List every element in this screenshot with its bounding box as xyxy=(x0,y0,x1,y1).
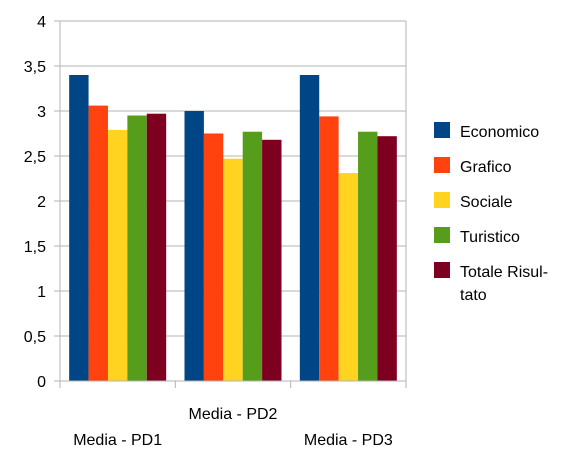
y-tick-label: 0 xyxy=(37,374,46,391)
x-category-label: Media - PD1 xyxy=(73,432,162,449)
legend-label: Turistico xyxy=(460,229,520,246)
bar xyxy=(88,105,108,381)
x-category-label: Media - PD2 xyxy=(189,406,278,423)
y-tick-label: 2 xyxy=(37,194,46,211)
x-category-labels: Media - PD1 Media - PD2 Media - PD3 xyxy=(73,406,393,449)
bar xyxy=(184,111,204,381)
legend: Economico Grafico Sociale Turistico Totale R… xyxy=(434,122,548,304)
legend-swatch xyxy=(434,192,450,208)
bar xyxy=(262,139,282,381)
y-tick-label: 1,5 xyxy=(24,239,46,256)
bar xyxy=(127,115,147,381)
bar xyxy=(242,131,263,381)
y-tick-label: 3,5 xyxy=(24,59,46,76)
bar xyxy=(69,75,89,381)
y-tick-labels: 0 0,5 1 1,5 2 2,5 3 3,5 4 xyxy=(24,14,46,391)
legend-swatch xyxy=(434,262,450,278)
legend-label: Economico xyxy=(460,124,539,141)
bar xyxy=(319,116,339,382)
bars xyxy=(69,75,397,382)
legend-label: Totale Risul-tato xyxy=(460,264,548,304)
bar xyxy=(338,173,359,381)
y-tick-label: 0,5 xyxy=(24,329,46,346)
x-category-label: Media - PD3 xyxy=(304,432,393,449)
y-tick-label: 1 xyxy=(37,284,46,301)
legend-label: Grafico xyxy=(460,159,512,176)
bar xyxy=(203,133,224,381)
legend-swatch xyxy=(434,157,450,173)
legend-label: Sociale xyxy=(460,194,513,211)
legend-swatch xyxy=(434,122,450,138)
y-tick-label: 3 xyxy=(37,104,46,121)
legend-swatch xyxy=(434,227,450,243)
bar xyxy=(358,131,378,381)
bar xyxy=(299,75,320,381)
bar xyxy=(223,158,243,381)
bar xyxy=(377,136,397,381)
bar xyxy=(146,113,167,381)
y-tick-label: 4 xyxy=(37,14,46,31)
axes xyxy=(59,21,407,388)
bar xyxy=(107,129,128,381)
y-tick-label: 2,5 xyxy=(24,149,46,166)
